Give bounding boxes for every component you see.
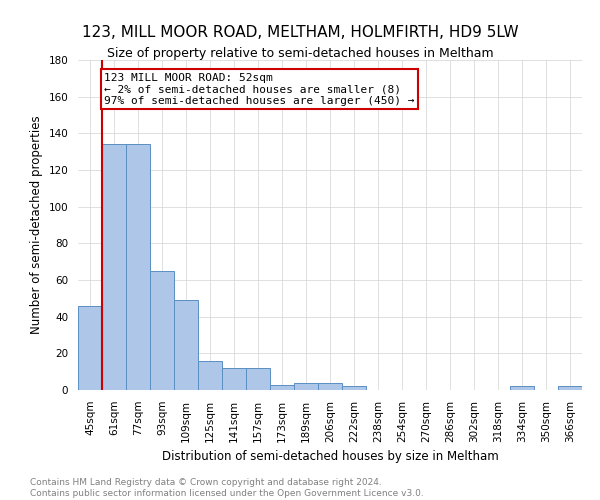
Bar [102, 144, 126, 390]
Bar [270, 384, 294, 390]
Text: 123, MILL MOOR ROAD, MELTHAM, HOLMFIRTH, HD9 5LW: 123, MILL MOOR ROAD, MELTHAM, HOLMFIRTH,… [82, 25, 518, 40]
Bar [150, 271, 174, 390]
Bar [510, 386, 534, 390]
Bar [198, 360, 222, 390]
Bar [174, 300, 198, 390]
Bar [126, 144, 150, 390]
Bar [558, 386, 582, 390]
Text: Size of property relative to semi-detached houses in Meltham: Size of property relative to semi-detach… [107, 48, 493, 60]
X-axis label: Distribution of semi-detached houses by size in Meltham: Distribution of semi-detached houses by … [161, 450, 499, 463]
Y-axis label: Number of semi-detached properties: Number of semi-detached properties [30, 116, 43, 334]
Bar [78, 306, 102, 390]
Text: Contains HM Land Registry data © Crown copyright and database right 2024.
Contai: Contains HM Land Registry data © Crown c… [30, 478, 424, 498]
Bar [342, 386, 366, 390]
Bar [246, 368, 270, 390]
Bar [318, 382, 342, 390]
Bar [294, 382, 318, 390]
Bar [222, 368, 246, 390]
Text: 123 MILL MOOR ROAD: 52sqm
← 2% of semi-detached houses are smaller (8)
97% of se: 123 MILL MOOR ROAD: 52sqm ← 2% of semi-d… [104, 73, 415, 106]
